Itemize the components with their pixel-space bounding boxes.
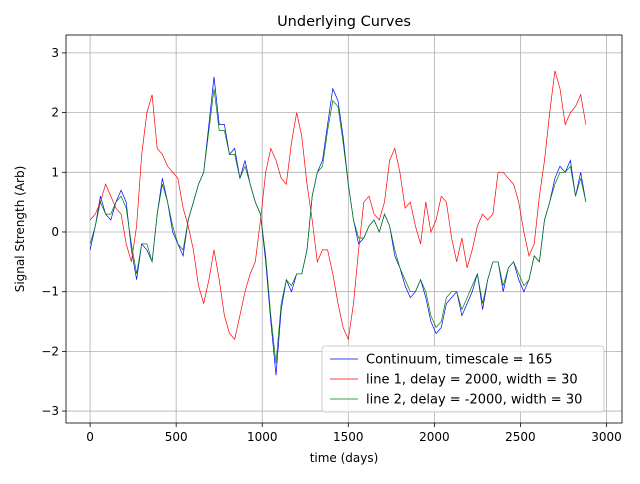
x-tick-label: 2000 <box>419 430 450 444</box>
y-tick-label: 2 <box>51 106 59 120</box>
y-tick-label: −2 <box>41 344 59 358</box>
series-line <box>89 88 587 364</box>
y-tick-label: 1 <box>51 165 59 179</box>
x-tick-label: 0 <box>86 430 94 444</box>
series-line <box>89 76 587 376</box>
series-line <box>89 70 587 341</box>
x-tick-label: 1500 <box>333 430 364 444</box>
legend-box <box>321 345 605 413</box>
y-tick-label: −1 <box>41 285 59 299</box>
y-tick-label: 0 <box>51 225 59 239</box>
legend-label: line 1, delay = 2000, width = 30 <box>366 373 578 388</box>
legend: Continuum, timescale = 165 line 1, delay … <box>321 345 605 413</box>
y-axis-label: Signal Strength (Arb) <box>13 166 27 293</box>
x-tick-label: 1000 <box>247 430 278 444</box>
y-tick-label: 3 <box>51 46 59 60</box>
x-tick-label: 500 <box>165 430 188 444</box>
legend-label: Continuum, timescale = 165 <box>366 353 552 368</box>
x-tick-label: 3000 <box>591 430 622 444</box>
chart-title: Underlying Curves <box>277 14 411 30</box>
legend-label: line 2, delay = -2000, width = 30 <box>366 393 582 408</box>
x-axis-label: time (days) <box>310 451 379 465</box>
y-tick-label: −3 <box>41 404 59 418</box>
x-tick-label: 2500 <box>505 430 536 444</box>
plot-frame <box>65 34 623 424</box>
